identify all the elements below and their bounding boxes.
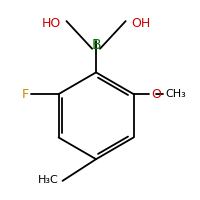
Text: HO: HO [41,17,61,30]
Text: B: B [91,38,101,52]
Text: H₃C: H₃C [38,175,59,185]
Text: CH₃: CH₃ [165,89,186,99]
Text: O: O [151,88,161,101]
Text: F: F [22,88,29,101]
Text: OH: OH [132,17,151,30]
